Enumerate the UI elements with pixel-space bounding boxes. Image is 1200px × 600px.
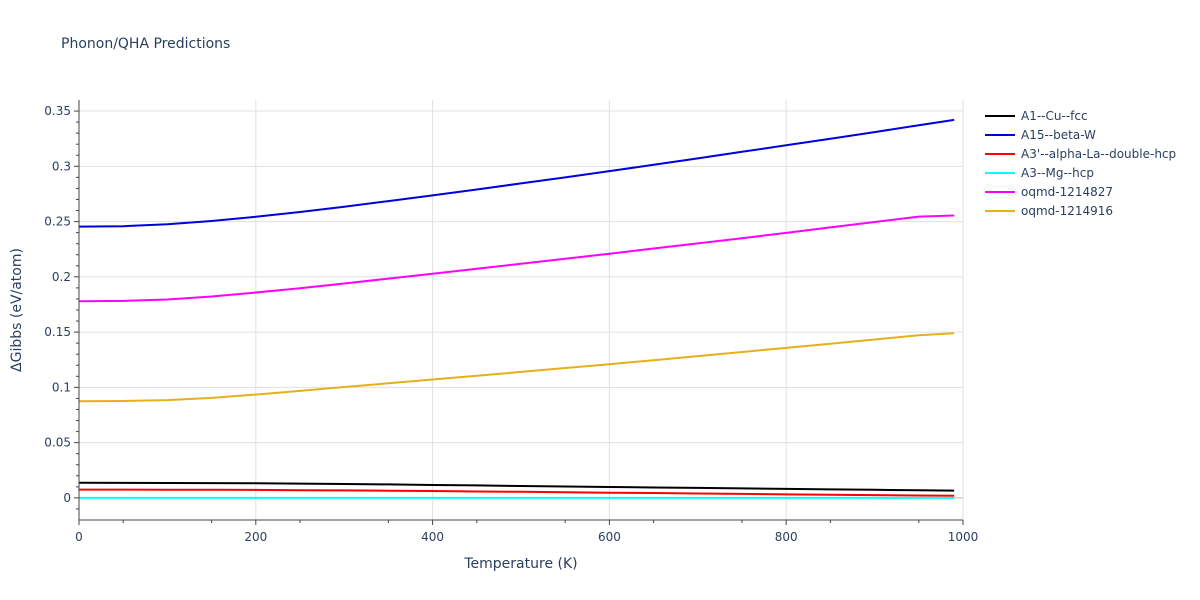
series-line-2 (79, 488, 955, 497)
series-layer (78, 118, 955, 499)
series-line-1 (78, 118, 955, 228)
legend-label: A1--Cu--fcc (1021, 108, 1088, 123)
y-tick-label: 0.2 (52, 270, 71, 284)
y-tick-label: 0.35 (44, 104, 71, 118)
legend-item[interactable]: A3--Mg--hcp (985, 163, 1176, 182)
legend-label: A15--beta-W (1021, 127, 1096, 142)
chart-title: Phonon/QHA Predictions (61, 36, 231, 52)
series-line-4 (78, 214, 955, 303)
legend-swatch (985, 114, 1015, 117)
legend-label: A3'--alpha-La--double-hcp (1021, 146, 1177, 161)
legend: A1--Cu--fcc A15--beta-W A3'--alpha-La--dou… (985, 106, 1176, 220)
legend-item[interactable]: oqmd-1214916 (985, 201, 1176, 220)
series-line-5 (78, 332, 955, 403)
x-tick-label: 800 (775, 530, 798, 544)
x-tick-label: 200 (244, 530, 267, 544)
y-tick-label: 0.3 (52, 159, 71, 173)
legend-swatch (985, 152, 1015, 155)
legend-swatch (985, 133, 1015, 136)
legend-label: oqmd-1214916 (1021, 203, 1114, 218)
legend-label: A3--Mg--hcp (1021, 165, 1094, 180)
grid-layer (79, 100, 964, 520)
legend-item[interactable]: A1--Cu--fcc (985, 106, 1176, 125)
legend-label: oqmd-1214827 (1021, 184, 1114, 199)
legend-item[interactable]: A15--beta-W (985, 125, 1176, 144)
series-line-0 (78, 481, 955, 492)
axis-layer: 0 200 400 600 800 1000 0 0.05 0.1 0.15 0.2 0.25 0.3 0… (44, 100, 978, 544)
y-tick-label: 0.15 (44, 325, 71, 339)
x-axis-title: Temperature (K) (463, 556, 577, 572)
y-tick-label: 0.05 (44, 436, 71, 450)
legend-item[interactable]: A3'--alpha-La--double-hcp (985, 144, 1176, 163)
y-tick-label: 0.25 (44, 215, 71, 229)
x-tick-label: 400 (421, 530, 444, 544)
legend-swatch (985, 209, 1015, 212)
legend-swatch (985, 190, 1015, 193)
y-axis-title: ΔGibbs (eV/atom) (9, 248, 25, 372)
x-tick-label: 1000 (948, 530, 979, 544)
x-tick-label: 0 (75, 530, 83, 544)
legend-swatch (985, 171, 1015, 174)
y-tick-label: 0.1 (52, 380, 71, 394)
legend-item[interactable]: oqmd-1214827 (985, 182, 1176, 201)
x-tick-label: 600 (598, 530, 621, 544)
y-tick-label: 0 (63, 491, 71, 505)
